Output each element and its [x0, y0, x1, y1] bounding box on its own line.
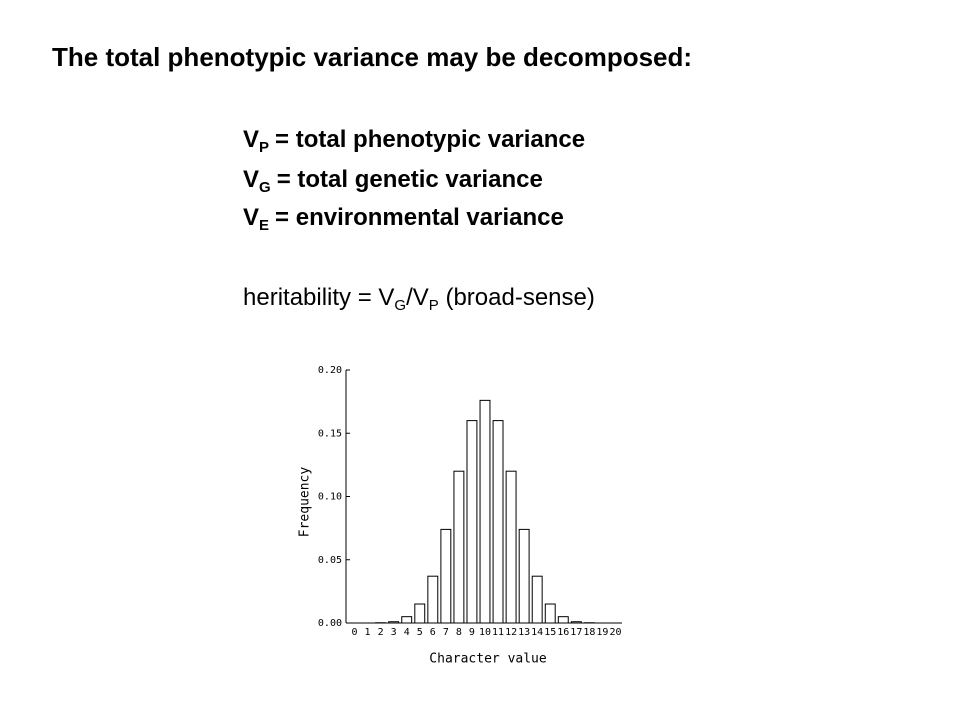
subscript: G: [394, 297, 407, 314]
x-tick-label: 7: [443, 627, 449, 638]
y-axis-label: Frequency: [298, 467, 313, 538]
x-axis-label: Character value: [429, 652, 547, 667]
bar: [570, 621, 582, 624]
heritability-middle: /V: [406, 284, 429, 311]
symbol: V: [243, 204, 260, 231]
bar: [544, 603, 556, 624]
definition: VP = total phenotypic variance: [243, 126, 585, 156]
x-tick-label: 2: [378, 627, 384, 638]
definition-text: = environmental variance: [275, 204, 564, 231]
bar: [505, 470, 517, 624]
x-tick-label: 3: [391, 627, 397, 638]
x-tick-label: 10: [479, 627, 491, 638]
x-tick-label: 17: [570, 627, 582, 638]
x-tick-label: 20: [609, 627, 621, 638]
definition-text: = total phenotypic variance: [275, 126, 586, 153]
x-tick-label: 5: [417, 627, 423, 638]
definition-text: = total genetic variance: [276, 166, 543, 193]
slide-title: The total phenotypic variance may be dec…: [52, 42, 693, 72]
subscript: G: [259, 179, 271, 196]
x-tick-label: 12: [505, 627, 517, 638]
bar: [531, 575, 543, 624]
x-tick-label: 15: [544, 627, 556, 638]
symbol: V: [243, 126, 260, 153]
bar: [427, 575, 439, 624]
x-tick-label: 9: [469, 627, 475, 638]
bar: [388, 621, 400, 624]
bar: [492, 420, 504, 624]
y-tick-label: 0.00: [318, 618, 342, 629]
bar: [453, 470, 465, 624]
y-tick-label: 0.15: [318, 428, 342, 439]
bar: [518, 528, 530, 624]
heritability: heritability = VG/VP (broad-sense): [243, 284, 595, 314]
definition: VG = total genetic variance: [243, 166, 543, 196]
bar: [557, 616, 569, 624]
subscript: P: [259, 139, 270, 156]
x-tick-label: 4: [404, 627, 410, 638]
x-tick-label: 8: [456, 627, 462, 638]
symbol: V: [243, 166, 260, 193]
heritability-prefix: heritability = V: [243, 284, 395, 311]
bar: [479, 399, 491, 624]
bar: [440, 528, 452, 624]
x-tick-label: 13: [518, 627, 530, 638]
x-tick-label: 19: [596, 627, 608, 638]
x-tick-label: 11: [492, 627, 504, 638]
x-tick-label: 18: [583, 627, 595, 638]
definition: VE = environmental variance: [243, 204, 564, 234]
x-tick-label: 1: [365, 627, 371, 638]
bar: [466, 420, 478, 624]
x-tick-label: 16: [557, 627, 569, 638]
y-tick-label: 0.05: [318, 555, 342, 566]
y-tick-label: 0.10: [318, 492, 342, 503]
bar: [414, 603, 426, 624]
x-tick-label: 6: [430, 627, 436, 638]
subscript: E: [259, 217, 270, 234]
heritability-suffix: (broad-sense): [445, 284, 595, 311]
subscript: P: [428, 297, 439, 314]
y-tick-label: 0.20: [318, 365, 342, 376]
x-tick-label: 14: [531, 627, 543, 638]
x-tick-label: 0: [352, 627, 358, 638]
bar: [401, 616, 413, 624]
